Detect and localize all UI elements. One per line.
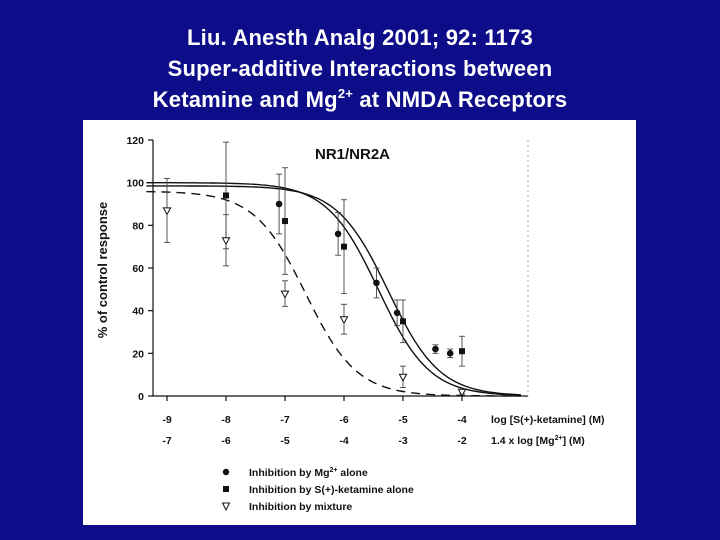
x-tick-label: -7 bbox=[280, 414, 289, 426]
x2-axis-label-superscript: 2+ bbox=[555, 435, 563, 442]
x2-axis-label-suffix: ] (M) bbox=[563, 435, 585, 447]
point-mg bbox=[432, 345, 439, 353]
title-line-1: Liu. Anesth Analg 2001; 92: 1173 bbox=[187, 25, 533, 50]
fit-curve-series-0 bbox=[146, 185, 522, 396]
y-tick-label: 120 bbox=[126, 135, 144, 147]
error-bars bbox=[164, 141, 465, 395]
point-mg bbox=[373, 279, 380, 287]
y-tick-label: 40 bbox=[132, 306, 144, 318]
point-ketamine bbox=[459, 348, 465, 355]
point-mixture bbox=[398, 373, 408, 382]
legend-label-mg-superscript: 2+ bbox=[329, 467, 337, 474]
title-line-3-prefix: Ketamine and Mg bbox=[152, 87, 338, 112]
point-mg bbox=[446, 350, 454, 357]
y-tick-label: 60 bbox=[132, 263, 144, 275]
x-tick-label: -5 bbox=[398, 414, 407, 426]
point-mg bbox=[334, 230, 342, 238]
point-ketamine bbox=[341, 243, 347, 250]
legend-label-mg-suffix: alone bbox=[337, 467, 368, 479]
title-line-3: Ketamine and Mg2+ at NMDA Receptors bbox=[0, 84, 720, 115]
point-mixture bbox=[280, 290, 290, 299]
x-tick-label: -6 bbox=[339, 414, 348, 426]
point-mixture bbox=[457, 388, 467, 397]
point-ketamine bbox=[282, 218, 288, 225]
legend-label-ketamine: Inhibition by S(+)-ketamine alone bbox=[249, 484, 414, 496]
point-ketamine bbox=[400, 318, 406, 325]
legend: Inhibition by Mg2+ alone Inhibition by S… bbox=[221, 467, 414, 513]
title-line-3-suffix: at NMDA Receptors bbox=[353, 87, 568, 112]
figure-panel: 0 20 40 60 80 100 120 -9 -7 -8 -6 -7 -5 -6 -4 -5 -3 -4 -2 … bbox=[83, 120, 636, 525]
title-line-2: Super-additive Interactions between bbox=[167, 56, 553, 81]
y-tick-label: 0 bbox=[138, 391, 144, 403]
x2-tick-label: -6 bbox=[221, 435, 230, 447]
point-mixture bbox=[221, 237, 231, 246]
legend-entry-ketamine: Inhibition by S(+)-ketamine alone bbox=[223, 484, 414, 496]
legend-marker-filled-circle bbox=[222, 468, 230, 476]
legend-entry-mixture: Inhibition by mixture bbox=[221, 501, 352, 513]
x-tick-label: -8 bbox=[221, 414, 230, 426]
legend-label-mg-prefix: Inhibition by Mg bbox=[249, 467, 329, 479]
axes: 0 20 40 60 80 100 120 -9 -7 -8 -6 -7 -5 -6 -4 -5 -3 -4 -2 bbox=[126, 135, 529, 447]
x-axis-label: log [S(+)-ketamine] (M) bbox=[491, 414, 604, 426]
point-mixture bbox=[339, 316, 349, 325]
legend-label-mg: Inhibition by Mg2+ alone bbox=[249, 467, 368, 479]
x2-tick-label: -3 bbox=[398, 435, 407, 447]
fitted-curves bbox=[146, 182, 522, 397]
y-axis-label: % of control response bbox=[95, 202, 110, 339]
point-mg bbox=[275, 200, 283, 208]
data-points bbox=[162, 192, 467, 397]
point-mg bbox=[393, 309, 401, 317]
y-tick-label: 80 bbox=[132, 220, 144, 232]
x2-tick-label: -4 bbox=[339, 435, 348, 447]
x2-axis-label: 1.4 x log [Mg2+] (M) bbox=[491, 435, 585, 447]
legend-marker-filled-square bbox=[223, 486, 229, 492]
title-line-3-superscript: 2+ bbox=[337, 85, 354, 101]
slide-title: Liu. Anesth Analg 2001; 92: 1173 Super-a… bbox=[0, 22, 720, 115]
x2-tick-label: -7 bbox=[162, 435, 171, 447]
fit-curve-series-1 bbox=[146, 182, 522, 396]
point-ketamine bbox=[223, 192, 229, 199]
x-tick-label: -4 bbox=[457, 414, 466, 426]
x2-tick-label: -2 bbox=[457, 435, 466, 447]
x2-axis-label-prefix: 1.4 x log [Mg bbox=[491, 435, 555, 447]
y-tick-label: 20 bbox=[132, 348, 144, 360]
legend-label-mixture: Inhibition by mixture bbox=[249, 501, 352, 513]
legend-marker-open-triangle bbox=[221, 502, 231, 512]
y-tick-label: 100 bbox=[126, 178, 144, 190]
legend-entry-mg: Inhibition by Mg2+ alone bbox=[222, 467, 368, 479]
x-tick-label: -9 bbox=[162, 414, 171, 426]
fit-curve-series-2 bbox=[146, 190, 522, 397]
chart: 020406080100120-9-7-8-6-7-5-6-4-5-3-4-2 … bbox=[95, 135, 604, 513]
point-mixture bbox=[162, 207, 172, 216]
panel-title: NR1/NR2A bbox=[315, 146, 390, 163]
x2-tick-label: -5 bbox=[280, 435, 289, 447]
